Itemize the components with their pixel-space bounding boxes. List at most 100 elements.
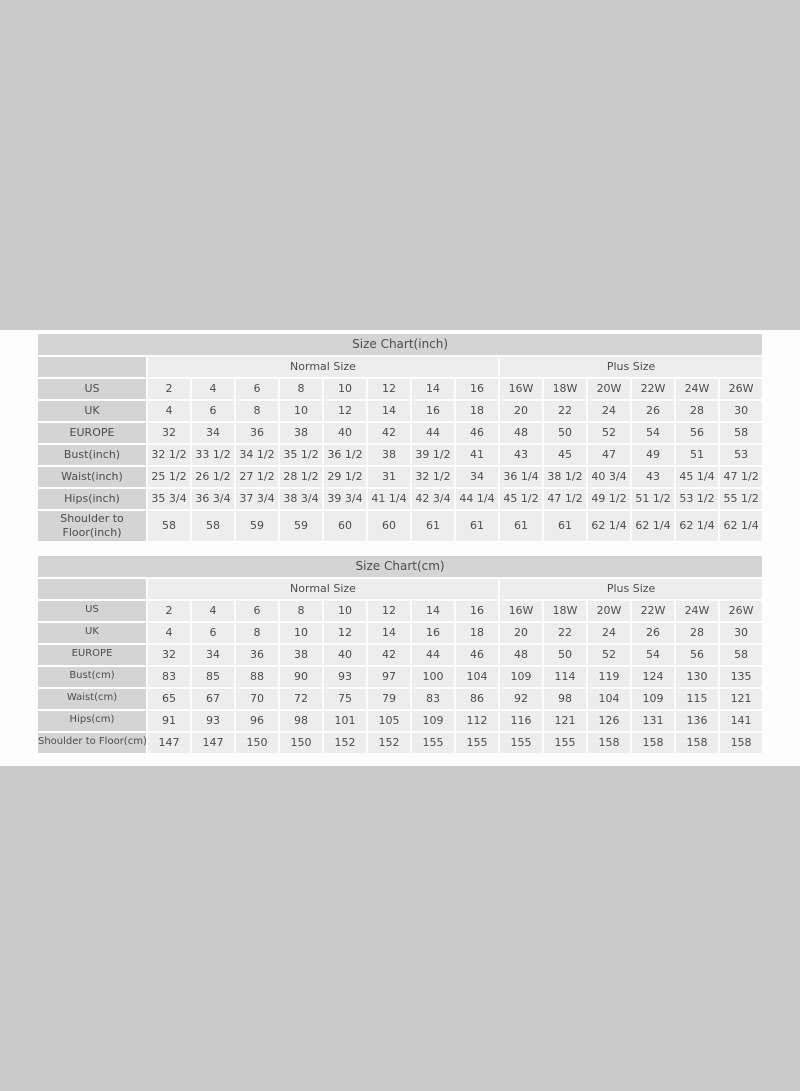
value-cell: 104	[588, 688, 630, 709]
value-cell: 8	[280, 379, 322, 399]
value-cell: 12	[368, 379, 410, 399]
value-cell: 24	[588, 401, 630, 421]
value-cell: 20W	[588, 600, 630, 621]
value-cell: 75	[324, 688, 366, 709]
value-cell: 6	[192, 401, 234, 421]
value-cell: 26	[632, 401, 674, 421]
value-cell: 34 1/2	[236, 445, 278, 465]
value-cell: 109	[500, 666, 542, 687]
value-cell: 61	[456, 511, 498, 541]
group-header-row: Normal Size Plus Size	[38, 578, 763, 599]
table-title-row: Size Chart(cm)	[38, 555, 763, 577]
value-cell: 20W	[588, 379, 630, 399]
value-cell: 38	[280, 423, 322, 443]
table-row: Shoulder to Floor(cm) 147 147 150 150 152 152 1…	[38, 732, 763, 753]
table-row: UK 4 6 8 10 12 14 16 18 20 22 24 26 28 30	[38, 622, 763, 643]
value-cell: 97	[368, 666, 410, 687]
value-cell: 62 1/4	[720, 511, 763, 541]
value-cell: 91	[148, 710, 190, 731]
value-cell: 92	[500, 688, 542, 709]
value-cell: 49	[632, 445, 674, 465]
value-cell: 88	[236, 666, 278, 687]
value-cell: 6	[192, 622, 234, 643]
value-cell: 24	[588, 622, 630, 643]
value-cell: 47 1/2	[720, 467, 763, 487]
table-row: Bust(cm) 83 85 88 90 93 97 100 104 109 114 119 124 13…	[38, 666, 763, 687]
table-row: UK 4 6 8 10 12 14 16 18 20 22 24 26 28 30	[38, 401, 763, 421]
table-row: Hips(cm) 91 93 96 98 101 105 109 112 116 121 126 131…	[38, 710, 763, 731]
value-cell: 12	[324, 401, 366, 421]
value-cell: 4	[148, 622, 190, 643]
value-cell: 59	[236, 511, 278, 541]
value-cell: 51	[676, 445, 718, 465]
value-cell: 58	[720, 423, 763, 443]
value-cell: 38	[280, 644, 322, 665]
table-row: Shoulder to Floor(inch) 58 58 59 59 60 60 61 61 6…	[38, 511, 763, 541]
value-cell: 34	[192, 644, 234, 665]
row-label-cell: Hips(cm)	[38, 710, 146, 731]
value-cell: 35 1/2	[280, 445, 322, 465]
table-row: Hips(inch) 35 3/4 36 3/4 37 3/4 38 3/4 39 3/4…	[38, 489, 763, 509]
value-cell: 40	[324, 423, 366, 443]
row-label-cell: Waist(cm)	[38, 688, 146, 709]
value-cell: 44	[412, 423, 454, 443]
value-cell: 32	[148, 423, 190, 443]
value-cell: 158	[588, 732, 630, 753]
value-cell: 158	[676, 732, 718, 753]
value-cell: 147	[148, 732, 190, 753]
table-row: Waist(cm) 65 67 70 72 75 79 83 86 92 98 104 109 115 12…	[38, 688, 763, 709]
value-cell: 51 1/2	[632, 489, 674, 509]
value-cell: 96	[236, 710, 278, 731]
value-cell: 90	[280, 666, 322, 687]
value-cell: 67	[192, 688, 234, 709]
value-cell: 44 1/4	[456, 489, 498, 509]
value-cell: 26W	[720, 600, 763, 621]
value-cell: 60	[368, 511, 410, 541]
value-cell: 79	[368, 688, 410, 709]
value-cell: 29 1/2	[324, 467, 366, 487]
value-cell: 34	[456, 467, 498, 487]
value-cell: 16	[456, 600, 498, 621]
group-header-cell: Normal Size	[148, 578, 498, 599]
value-cell: 40 3/4	[588, 467, 630, 487]
value-cell: 54	[632, 644, 674, 665]
value-cell: 25 1/2	[148, 467, 190, 487]
value-cell: 116	[500, 710, 542, 731]
value-cell: 4	[192, 600, 234, 621]
value-cell: 48	[500, 644, 542, 665]
value-cell: 147	[192, 732, 234, 753]
table-row: EUROPE 32 34 36 38 40 42 44 46 48 50 52 54 56 58	[38, 423, 763, 443]
value-cell: 26	[632, 622, 674, 643]
value-cell: 6	[236, 600, 278, 621]
row-label-cell: Waist(inch)	[38, 467, 146, 487]
value-cell: 16	[412, 401, 454, 421]
value-cell: 10	[324, 600, 366, 621]
value-cell: 62 1/4	[632, 511, 674, 541]
value-cell: 33 1/2	[192, 445, 234, 465]
value-cell: 152	[324, 732, 366, 753]
value-cell: 32 1/2	[412, 467, 454, 487]
row-label-cell: UK	[38, 401, 146, 421]
value-cell: 35 3/4	[148, 489, 190, 509]
value-cell: 16W	[500, 600, 542, 621]
table-row: Waist(inch) 25 1/2 26 1/2 27 1/2 28 1/2 29 1/…	[38, 467, 763, 487]
value-cell: 114	[544, 666, 586, 687]
value-cell: 52	[588, 423, 630, 443]
value-cell: 45	[544, 445, 586, 465]
value-cell: 20	[500, 401, 542, 421]
value-cell: 104	[456, 666, 498, 687]
row-label-cell: US	[38, 379, 146, 399]
corner-cell	[38, 578, 146, 599]
value-cell: 121	[544, 710, 586, 731]
value-cell: 31	[368, 467, 410, 487]
value-cell: 72	[280, 688, 322, 709]
value-cell: 32 1/2	[148, 445, 190, 465]
value-cell: 41 1/4	[368, 489, 410, 509]
value-cell: 6	[236, 379, 278, 399]
value-cell: 4	[148, 401, 190, 421]
value-cell: 44	[412, 644, 454, 665]
value-cell: 105	[368, 710, 410, 731]
value-cell: 27 1/2	[236, 467, 278, 487]
value-cell: 38 3/4	[280, 489, 322, 509]
value-cell: 14	[368, 401, 410, 421]
